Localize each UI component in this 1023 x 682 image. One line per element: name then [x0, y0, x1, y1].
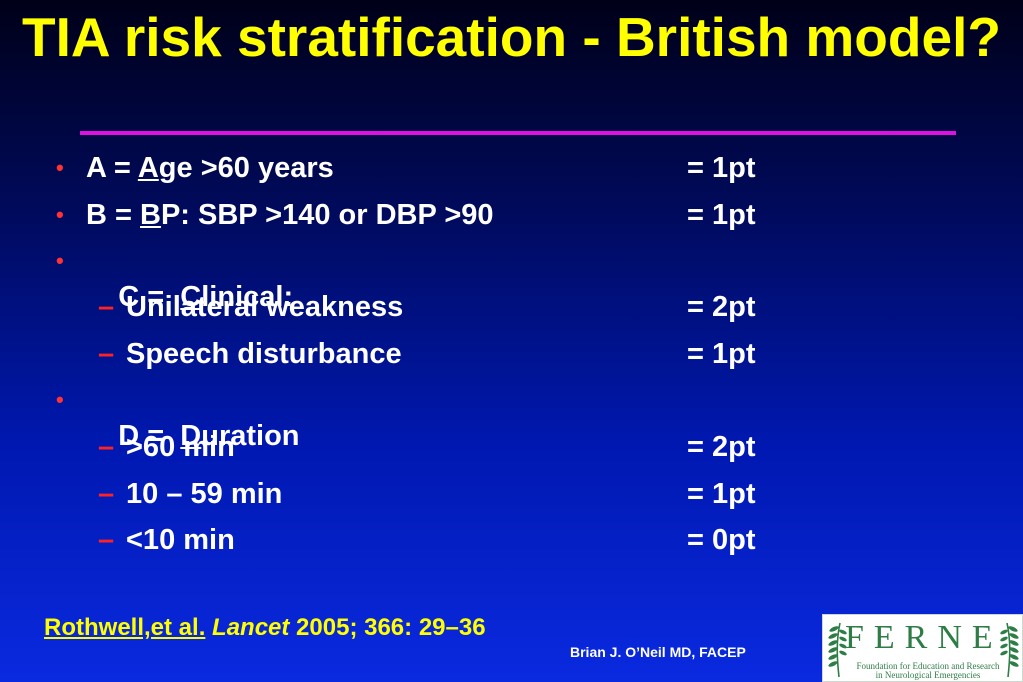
ferne-logo: FERNE Foundation for Education and Resea…	[822, 614, 1023, 682]
bullet-icon: •	[56, 387, 64, 412]
dash-icon: –	[98, 431, 115, 463]
sub-item-text: 10 – 59 min	[126, 478, 283, 510]
item-prefix: C =	[118, 281, 181, 313]
item-points: = 2pt	[687, 291, 756, 323]
logo-tagline-line1: Foundation for Education and Research	[856, 661, 1000, 671]
item-letter: B	[140, 199, 161, 231]
sub-item-text: Unilateral weakness	[126, 291, 404, 323]
citation-details: 2005; 366: 29–36	[289, 614, 486, 641]
item-letter: D	[180, 420, 202, 452]
item-rest: linical:	[201, 281, 294, 313]
dash-icon: –	[98, 524, 115, 556]
logo-wordmark: FERNE	[845, 619, 1003, 656]
logo-tagline: Foundation for Education and Research in…	[853, 662, 1003, 680]
fern-right-icon	[1000, 622, 1019, 678]
citation-authors: Rothwell,et al.	[44, 614, 206, 641]
item-rest: ge >60 years	[158, 152, 334, 184]
dash-icon: –	[98, 338, 115, 370]
item-rest: uration	[201, 420, 300, 452]
item-letter: A	[137, 152, 159, 184]
logo-tagline-line2: in Neurological Emergencies	[875, 670, 981, 680]
title-divider	[80, 131, 956, 135]
fern-left-icon	[828, 622, 847, 678]
dash-icon: –	[98, 291, 115, 323]
citation-journal: Lancet	[212, 614, 290, 641]
bullet-icon: •	[56, 202, 64, 227]
slide-title: TIA risk stratification - British model?	[22, 6, 1001, 68]
sub-item-text: >60 min	[126, 431, 235, 463]
item-prefix: A =	[86, 152, 138, 184]
item-points: = 1pt	[687, 152, 756, 184]
item-letter: C	[180, 281, 202, 313]
item-rest: P: SBP >140 or DBP >90	[160, 199, 494, 231]
sub-item-text: Speech disturbance	[126, 338, 402, 370]
item-points: = 2pt	[687, 431, 756, 463]
item-points: = 1pt	[687, 478, 756, 510]
item-prefix: D =	[118, 420, 181, 452]
item-prefix: B =	[86, 199, 140, 231]
presenter-credit: Brian J. O’Neil MD, FACEP	[570, 644, 746, 660]
sub-item-text: <10 min	[126, 524, 235, 556]
bullet-icon: •	[56, 248, 64, 273]
item-points: = 1pt	[687, 199, 756, 231]
item-points: = 0pt	[687, 524, 756, 556]
citation: Rothwell,et al. Lancet 2005; 366: 29–36	[44, 614, 486, 642]
bullet-icon: •	[56, 155, 64, 180]
item-points: = 1pt	[687, 338, 756, 370]
dash-icon: –	[98, 478, 115, 510]
